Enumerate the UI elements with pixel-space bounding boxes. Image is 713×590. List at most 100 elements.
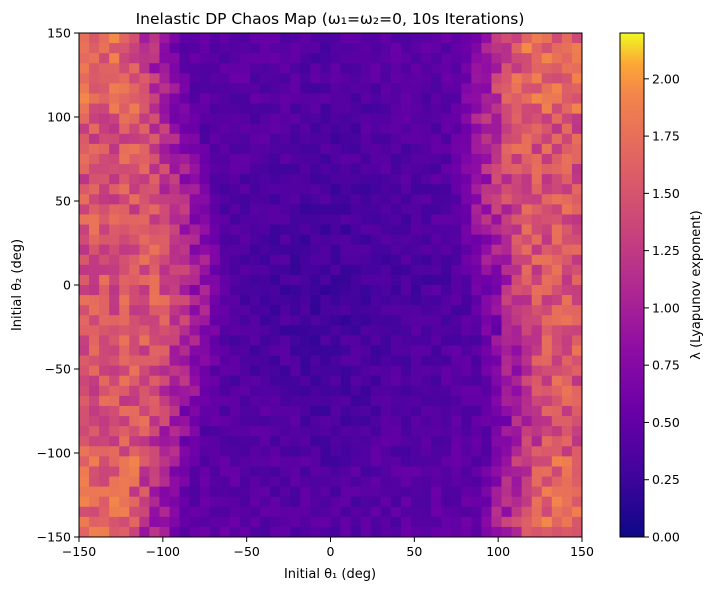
heatmap-cell bbox=[290, 63, 301, 74]
heatmap-cell bbox=[481, 113, 492, 125]
heatmap-cell bbox=[431, 83, 442, 94]
heatmap-cell bbox=[310, 153, 321, 165]
heatmap-cell bbox=[89, 194, 100, 205]
heatmap-cell bbox=[461, 73, 472, 84]
heatmap-cell bbox=[139, 446, 150, 457]
heatmap-cell bbox=[99, 63, 110, 74]
heatmap-cell bbox=[541, 516, 553, 528]
heatmap-cell bbox=[521, 63, 533, 74]
heatmap-cell bbox=[99, 446, 110, 457]
heatmap-cell bbox=[541, 53, 553, 64]
heatmap-cell bbox=[521, 204, 533, 215]
heatmap-cell bbox=[421, 466, 432, 477]
heatmap-cell bbox=[340, 446, 352, 457]
heatmap-cell bbox=[501, 73, 512, 84]
heatmap-cell bbox=[219, 184, 231, 195]
heatmap-cell bbox=[541, 456, 553, 467]
heatmap-cell bbox=[229, 174, 241, 185]
heatmap-cell bbox=[501, 486, 512, 498]
heatmap-cell bbox=[421, 345, 432, 356]
heatmap-cell bbox=[461, 385, 472, 397]
heatmap-cell bbox=[451, 234, 462, 246]
heatmap-cell bbox=[239, 73, 251, 84]
heatmap-cell bbox=[209, 63, 221, 74]
heatmap-cell bbox=[219, 244, 231, 256]
heatmap-cell bbox=[300, 305, 311, 316]
heatmap-cell bbox=[360, 194, 372, 205]
heatmap-cell bbox=[139, 113, 150, 125]
heatmap-cell bbox=[330, 33, 341, 44]
heatmap-cell bbox=[431, 335, 442, 346]
heatmap-cell bbox=[461, 335, 472, 346]
colorbar-ticks: 0.000.250.500.751.001.251.501.752.00 bbox=[644, 71, 680, 545]
heatmap-cell bbox=[330, 295, 341, 306]
heatmap-cell bbox=[471, 466, 482, 477]
heatmap-cell bbox=[239, 194, 251, 205]
heatmap-cell bbox=[219, 113, 231, 125]
heatmap-cell bbox=[139, 214, 150, 225]
heatmap-cell bbox=[421, 486, 432, 498]
heatmap-cell bbox=[300, 33, 311, 44]
heatmap-cell bbox=[219, 53, 231, 64]
heatmap-cell bbox=[260, 416, 271, 427]
heatmap-cell bbox=[390, 496, 402, 508]
heatmap-cell bbox=[89, 274, 100, 286]
heatmap-cell bbox=[159, 83, 170, 94]
heatmap-cell bbox=[421, 426, 432, 437]
heatmap-cell bbox=[270, 83, 281, 94]
heatmap-cell bbox=[320, 274, 331, 286]
heatmap-cell bbox=[471, 143, 482, 155]
heatmap-cell bbox=[260, 365, 271, 377]
heatmap-cell bbox=[219, 526, 231, 538]
heatmap-cell bbox=[481, 123, 492, 135]
heatmap-cell bbox=[159, 143, 170, 155]
heatmap-cell bbox=[250, 426, 261, 437]
heatmap-cell bbox=[89, 496, 100, 508]
heatmap-cell bbox=[109, 43, 120, 54]
heatmap-cell bbox=[159, 123, 170, 135]
heatmap-cell bbox=[571, 305, 583, 316]
heatmap-cell bbox=[350, 365, 362, 377]
heatmap-cell bbox=[260, 446, 271, 457]
heatmap-cell bbox=[330, 365, 341, 377]
heatmap-cell bbox=[561, 476, 573, 487]
heatmap-cell bbox=[280, 345, 291, 356]
heatmap-cell bbox=[410, 395, 422, 407]
heatmap-cell bbox=[330, 375, 341, 387]
heatmap-cell bbox=[179, 103, 191, 115]
heatmap-cell bbox=[129, 83, 140, 94]
x-tick-label: −150 bbox=[62, 544, 96, 559]
heatmap-cell bbox=[360, 264, 372, 276]
heatmap-cell bbox=[350, 164, 362, 175]
heatmap-cell bbox=[370, 143, 382, 155]
heatmap-cell bbox=[109, 486, 120, 498]
heatmap-cell bbox=[340, 123, 352, 135]
heatmap-cell bbox=[360, 496, 372, 508]
heatmap-cell bbox=[501, 416, 512, 427]
heatmap-cell bbox=[310, 395, 321, 407]
heatmap-cell bbox=[400, 395, 412, 407]
heatmap-cell bbox=[149, 53, 160, 64]
heatmap-cell bbox=[461, 405, 472, 417]
heatmap-cell bbox=[189, 264, 201, 276]
heatmap-cell bbox=[521, 244, 533, 256]
heatmap-cell bbox=[330, 486, 341, 498]
heatmap-cell bbox=[531, 325, 543, 336]
heatmap-cell bbox=[139, 405, 150, 417]
heatmap-cell bbox=[441, 315, 452, 326]
heatmap-cell bbox=[350, 174, 362, 185]
heatmap-cell bbox=[521, 143, 533, 155]
heatmap-cell bbox=[89, 93, 100, 104]
heatmap-cell bbox=[79, 164, 90, 175]
heatmap-cell bbox=[129, 496, 140, 508]
heatmap-cell bbox=[421, 83, 432, 94]
heatmap-cell bbox=[441, 446, 452, 457]
heatmap-cell bbox=[451, 416, 462, 427]
heatmap-cell bbox=[350, 285, 362, 296]
heatmap-cell bbox=[320, 53, 331, 64]
heatmap-cell bbox=[300, 426, 311, 437]
heatmap-cell bbox=[410, 436, 422, 447]
heatmap-cell bbox=[481, 214, 492, 225]
heatmap-cell bbox=[260, 466, 271, 477]
